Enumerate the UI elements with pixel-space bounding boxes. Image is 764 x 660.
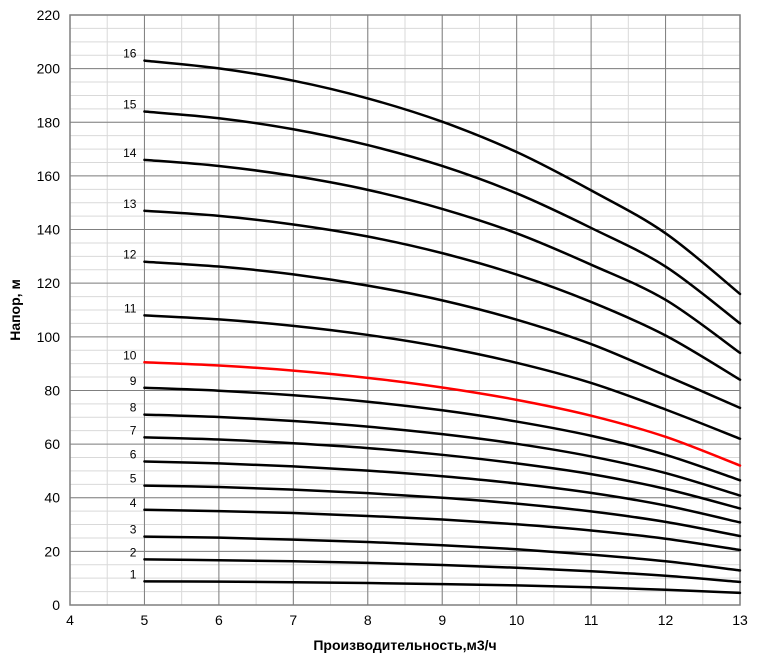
y-tick-label: 220 — [37, 7, 61, 23]
x-tick-label: 11 — [584, 612, 599, 628]
x-tick-label: 4 — [66, 612, 74, 628]
x-tick-label: 13 — [732, 612, 748, 628]
series-label: 1 — [130, 567, 137, 581]
series-label: 8 — [130, 401, 137, 415]
series-label: 4 — [130, 496, 137, 510]
y-tick-label: 140 — [37, 222, 61, 238]
x-tick-label: 8 — [364, 612, 372, 628]
pump-curve-chart: 1234567891011121314151645678910111213020… — [0, 0, 764, 660]
x-tick-label: 9 — [438, 612, 446, 628]
chart-container: 1234567891011121314151645678910111213020… — [0, 0, 764, 660]
series-label: 13 — [123, 197, 137, 211]
y-axis-label: Напор, м — [7, 279, 23, 341]
series-label: 11 — [124, 301, 137, 315]
x-axis-label: Производительность,м3/ч — [313, 637, 496, 653]
series-label: 15 — [123, 98, 137, 112]
y-tick-label: 80 — [44, 382, 60, 398]
y-tick-label: 40 — [44, 490, 60, 506]
series-label: 6 — [130, 448, 137, 462]
x-tick-label: 12 — [658, 612, 674, 628]
y-tick-label: 60 — [44, 436, 60, 452]
x-tick-label: 6 — [215, 612, 223, 628]
series-label: 16 — [123, 47, 137, 61]
series-label: 12 — [123, 248, 137, 262]
y-tick-label: 180 — [37, 114, 61, 130]
y-tick-label: 120 — [37, 275, 61, 291]
y-tick-label: 160 — [37, 168, 61, 184]
series-label: 7 — [130, 423, 137, 437]
series-label: 14 — [123, 146, 137, 160]
series-label: 9 — [130, 374, 137, 388]
y-tick-label: 0 — [52, 597, 60, 613]
x-tick-label: 5 — [141, 612, 149, 628]
x-tick-label: 10 — [509, 612, 525, 628]
series-label: 2 — [130, 545, 137, 559]
series-label: 10 — [123, 348, 137, 362]
series-label: 5 — [130, 472, 137, 486]
y-tick-label: 200 — [37, 61, 61, 77]
x-tick-label: 7 — [289, 612, 297, 628]
y-tick-label: 20 — [44, 543, 60, 559]
y-tick-label: 100 — [37, 329, 61, 345]
series-label: 3 — [130, 523, 137, 537]
